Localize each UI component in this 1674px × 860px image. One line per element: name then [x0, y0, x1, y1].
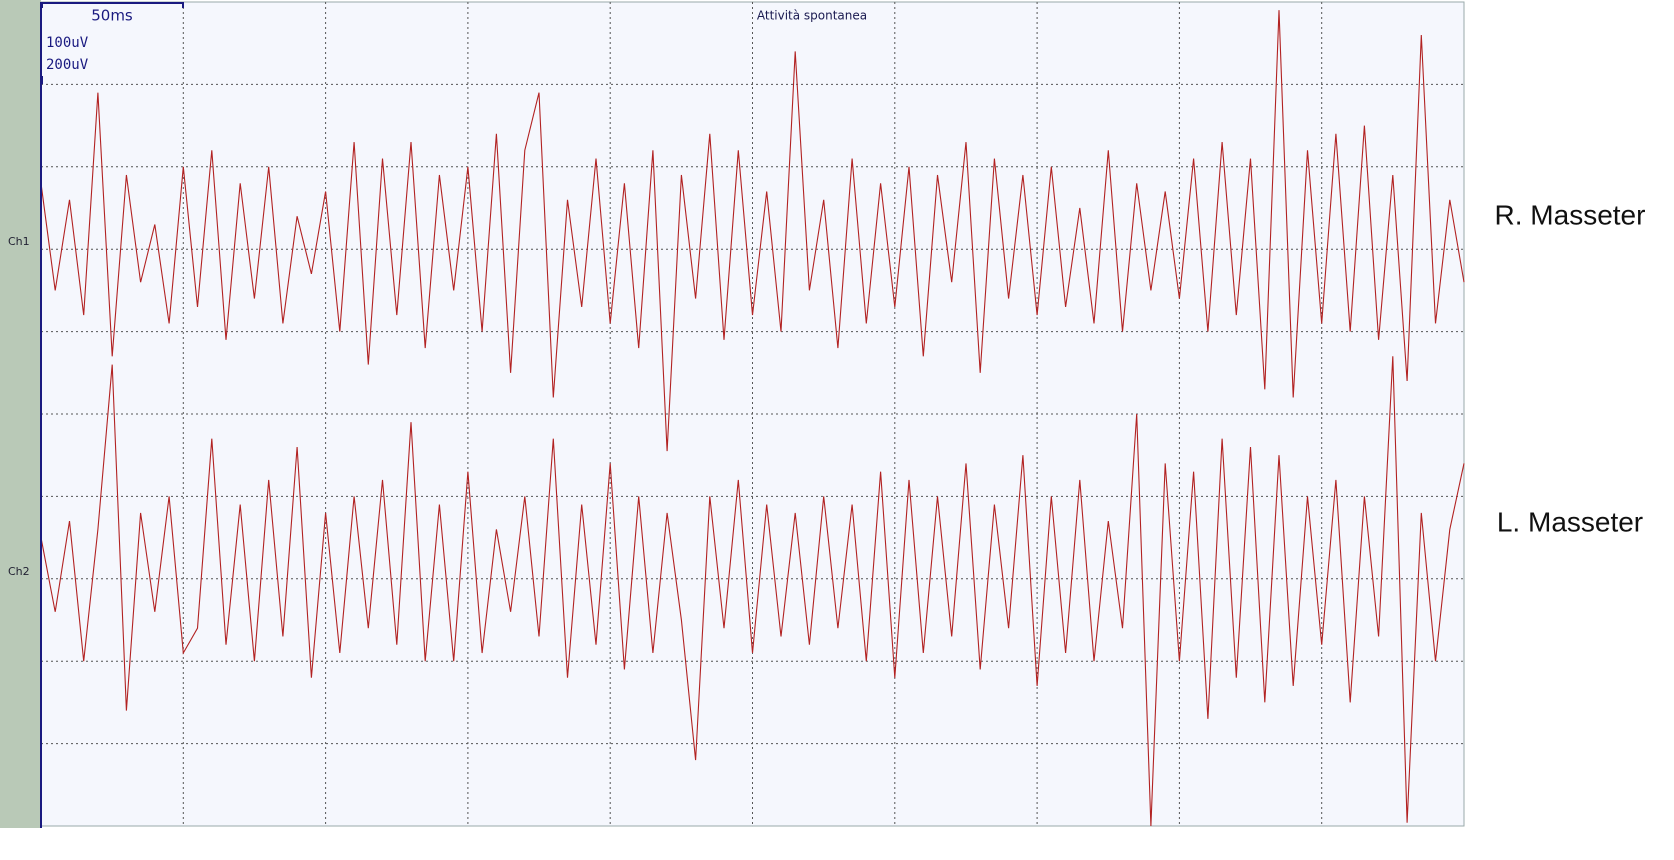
amplitude-scale: 200uV	[46, 57, 89, 73]
channel-name: Ch2	[8, 565, 30, 578]
emg-trace	[40, 10, 1465, 452]
emg-trace	[40, 356, 1465, 827]
time-scale: 50ms	[91, 7, 133, 25]
amplitude-scale: 100uV	[46, 35, 89, 51]
scale-bracket	[41, 2, 184, 84]
chart-title: Attività spontanea	[757, 9, 867, 23]
channel-name: Ch1	[8, 235, 30, 248]
muscle-label: R. Masseter	[1495, 199, 1646, 230]
muscle-label: L. Masseter	[1497, 506, 1643, 537]
channel-strip	[0, 0, 41, 828]
